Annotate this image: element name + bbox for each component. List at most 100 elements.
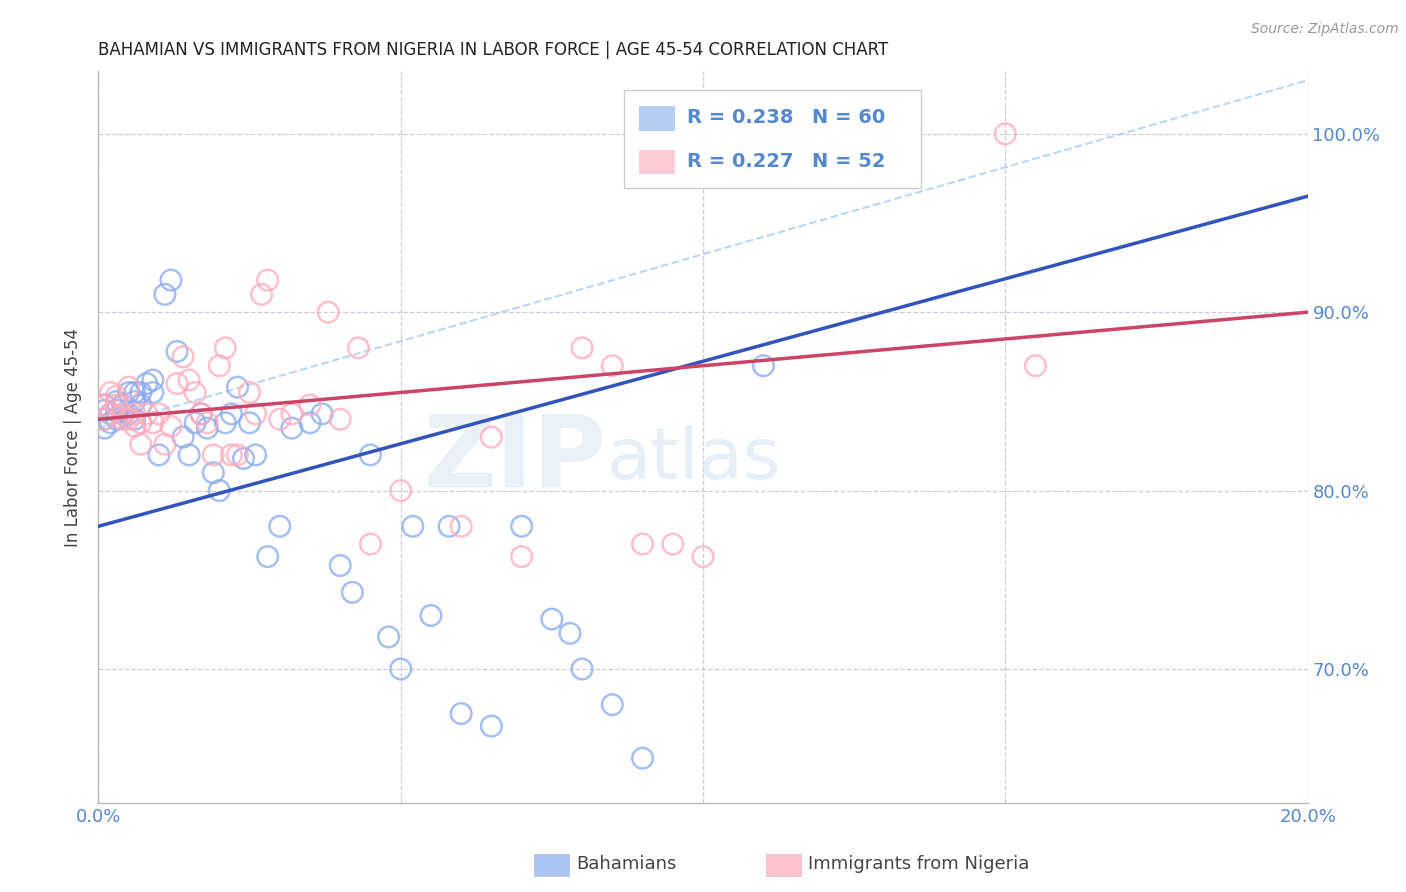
Text: Bahamians: Bahamians: [576, 855, 676, 873]
Point: [184, 385, 207, 400]
Text: atlas: atlas: [606, 425, 780, 493]
Point: [166, 344, 188, 359]
Point: [195, 416, 218, 430]
Point: [360, 537, 382, 551]
Text: N = 52: N = 52: [811, 152, 886, 171]
Point: [450, 706, 472, 721]
Point: [179, 373, 201, 387]
Point: [342, 585, 364, 599]
Point: [311, 407, 333, 421]
Point: [602, 359, 624, 373]
Point: [129, 437, 152, 451]
Point: [269, 412, 291, 426]
Point: [316, 305, 339, 319]
Point: [221, 407, 243, 421]
Point: [214, 341, 236, 355]
Point: [105, 403, 128, 417]
Point: [118, 385, 141, 400]
Point: [994, 127, 1017, 141]
Point: [202, 466, 225, 480]
Point: [692, 549, 714, 564]
Point: [142, 416, 165, 430]
Point: [93, 421, 115, 435]
Text: BAHAMIAN VS IMMIGRANTS FROM NIGERIA IN LABOR FORCE | AGE 45-54 CORRELATION CHART: BAHAMIAN VS IMMIGRANTS FROM NIGERIA IN L…: [98, 41, 889, 59]
Point: [558, 626, 581, 640]
Point: [299, 398, 322, 412]
Point: [148, 448, 170, 462]
Point: [111, 412, 134, 426]
Text: N = 60: N = 60: [811, 108, 884, 127]
Point: [221, 448, 243, 462]
FancyBboxPatch shape: [624, 90, 921, 188]
Point: [111, 398, 134, 412]
Point: [142, 385, 165, 400]
Point: [299, 416, 322, 430]
Point: [184, 416, 207, 430]
Point: [148, 407, 170, 421]
Point: [571, 341, 593, 355]
Point: [129, 385, 152, 400]
Text: R = 0.227: R = 0.227: [688, 152, 794, 171]
Point: [105, 394, 128, 409]
Point: [100, 385, 122, 400]
Point: [129, 398, 152, 412]
Point: [93, 398, 115, 412]
Point: [118, 412, 141, 426]
Point: [389, 662, 412, 676]
Bar: [638, 106, 675, 130]
Point: [135, 407, 157, 421]
Point: [100, 407, 122, 421]
Point: [142, 373, 165, 387]
Point: [571, 662, 593, 676]
Point: [190, 407, 212, 421]
Bar: [638, 150, 675, 175]
Point: [100, 416, 122, 430]
Text: Immigrants from Nigeria: Immigrants from Nigeria: [808, 855, 1029, 873]
Point: [402, 519, 425, 533]
Point: [360, 448, 382, 462]
Point: [269, 519, 291, 533]
Point: [179, 448, 201, 462]
Point: [239, 385, 262, 400]
Point: [93, 412, 115, 426]
Point: [105, 412, 128, 426]
Point: [540, 612, 562, 626]
Point: [93, 412, 115, 426]
Point: [377, 630, 399, 644]
Point: [226, 380, 249, 394]
Point: [1024, 359, 1046, 373]
Point: [245, 407, 267, 421]
Point: [208, 359, 231, 373]
Point: [602, 698, 624, 712]
Point: [172, 350, 194, 364]
Point: [166, 376, 188, 391]
Point: [118, 407, 141, 421]
Point: [172, 430, 194, 444]
Point: [160, 419, 183, 434]
Point: [202, 448, 225, 462]
Point: [481, 430, 503, 444]
Point: [100, 407, 122, 421]
Text: ZIP: ZIP: [423, 410, 606, 508]
Point: [631, 537, 654, 551]
Point: [450, 519, 472, 533]
Point: [105, 389, 128, 403]
Point: [135, 376, 157, 391]
Point: [105, 398, 128, 412]
Point: [124, 419, 146, 434]
Point: [226, 448, 249, 462]
Point: [256, 549, 278, 564]
Point: [752, 359, 775, 373]
Point: [245, 448, 267, 462]
Y-axis label: In Labor Force | Age 45-54: In Labor Force | Age 45-54: [65, 327, 83, 547]
Point: [160, 273, 183, 287]
Point: [481, 719, 503, 733]
Point: [232, 451, 254, 466]
Point: [510, 549, 533, 564]
Point: [208, 483, 231, 498]
Point: [190, 407, 212, 421]
Point: [118, 380, 141, 394]
Point: [250, 287, 273, 301]
Point: [662, 537, 685, 551]
Point: [214, 416, 236, 430]
